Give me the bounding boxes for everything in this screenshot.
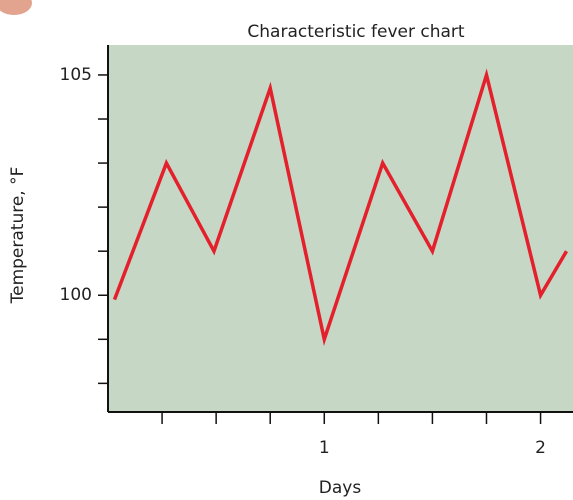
plot-area xyxy=(108,45,573,412)
x-axis-label: Days xyxy=(319,478,362,498)
chart-title: Characteristic fever chart xyxy=(247,22,465,42)
y-axis-label: Temperature, °F xyxy=(8,167,28,305)
line xyxy=(112,68,569,346)
x-tick-label: 1 xyxy=(319,438,330,458)
icon xyxy=(0,0,32,15)
y-tick-label: 100 xyxy=(60,285,92,305)
x-tick-label: 2 xyxy=(535,438,546,458)
y-tick-label: 105 xyxy=(60,65,92,85)
